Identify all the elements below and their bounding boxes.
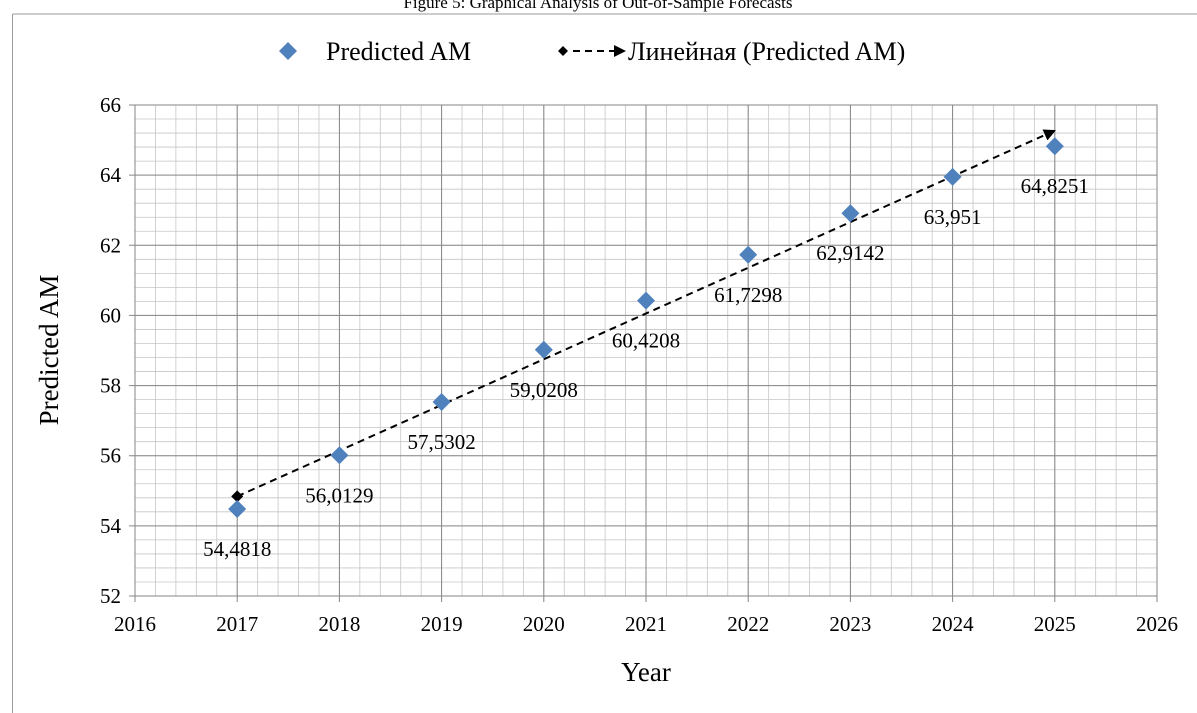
data-label: 60,4208 xyxy=(612,329,680,353)
y-tick-label: 52 xyxy=(100,584,121,608)
x-tick-label: 2021 xyxy=(625,612,667,636)
x-tick-label: 2024 xyxy=(932,612,975,636)
data-point-marker xyxy=(228,499,247,518)
data-labels: 54,4818 56,0129 57,5302 59,0208 60,4208 61,72… xyxy=(203,174,1089,561)
data-point-marker xyxy=(637,291,655,310)
legend: Predicted AM Линейная (Predicted AM) xyxy=(279,37,905,66)
x-tick-label: 2025 xyxy=(1034,612,1076,636)
y-tick-label: 56 xyxy=(100,444,121,468)
data-point-marker xyxy=(432,393,451,412)
y-tick-label: 54 xyxy=(100,514,122,538)
data-point-marker xyxy=(943,167,962,186)
legend-trendline-arrow xyxy=(614,45,626,57)
data-point-marker xyxy=(330,446,349,465)
trendline xyxy=(231,129,1056,503)
x-axis-title: Year xyxy=(621,657,671,687)
x-tick-label: 2020 xyxy=(523,612,565,636)
legend-trendline-diamond xyxy=(558,46,568,56)
x-axis-tick-labels: 2016 2017 2018 2019 2020 2021 2022 2023 2024 2025… xyxy=(114,612,1178,636)
legend-item-trendline: Линейная (Predicted AM) xyxy=(558,37,905,66)
data-label: 61,7298 xyxy=(714,283,782,307)
legend-label-predicted-am: Predicted AM xyxy=(326,37,471,66)
data-point-marker xyxy=(534,340,553,359)
plot-area-frame xyxy=(134,104,1158,597)
x-tick-label: 2026 xyxy=(1136,612,1178,636)
x-tick-label: 2016 xyxy=(114,612,156,636)
y-tick-label: 64 xyxy=(100,163,122,187)
data-label: 54,4818 xyxy=(203,537,271,561)
legend-label-trendline: Линейная (Predicted AM) xyxy=(628,37,905,66)
data-label: 57,5302 xyxy=(407,430,475,454)
y-tick-label: 62 xyxy=(100,233,121,257)
data-markers xyxy=(228,137,1064,518)
data-point-marker xyxy=(739,245,758,264)
plot-area: 52 54 56 58 60 62 64 66 2016 2017 2018 2019 2020 202… xyxy=(100,93,1178,636)
y-tick-label: 60 xyxy=(100,303,121,327)
data-point-marker xyxy=(841,204,860,223)
data-label: 63,951 xyxy=(924,205,982,229)
figure-caption: Figure 5: Graphical Analysis of Out-of-S… xyxy=(403,0,792,12)
trendline-start-marker xyxy=(231,490,244,503)
data-label: 62,9142 xyxy=(816,241,884,265)
legend-diamond-marker xyxy=(279,42,297,60)
y-axis-tick-labels: 52 54 56 58 60 62 64 66 xyxy=(100,93,122,608)
y-axis-title: Predicted AM xyxy=(34,275,64,426)
x-tick-label: 2022 xyxy=(727,612,769,636)
x-tick-label: 2019 xyxy=(421,612,463,636)
trendline-path xyxy=(236,129,1056,498)
y-tick-label: 58 xyxy=(100,374,121,398)
data-label: 59,0208 xyxy=(510,378,578,402)
y-tick-label: 66 xyxy=(100,93,121,117)
x-tick-label: 2018 xyxy=(318,612,360,636)
data-label: 56,0129 xyxy=(305,483,373,507)
x-tick-label: 2017 xyxy=(216,612,258,636)
data-label: 64,8251 xyxy=(1021,174,1089,198)
data-point-marker xyxy=(1045,137,1064,156)
x-tick-label: 2023 xyxy=(829,612,871,636)
major-gridlines xyxy=(129,104,1158,602)
legend-item-predicted-am: Predicted AM xyxy=(279,37,471,66)
